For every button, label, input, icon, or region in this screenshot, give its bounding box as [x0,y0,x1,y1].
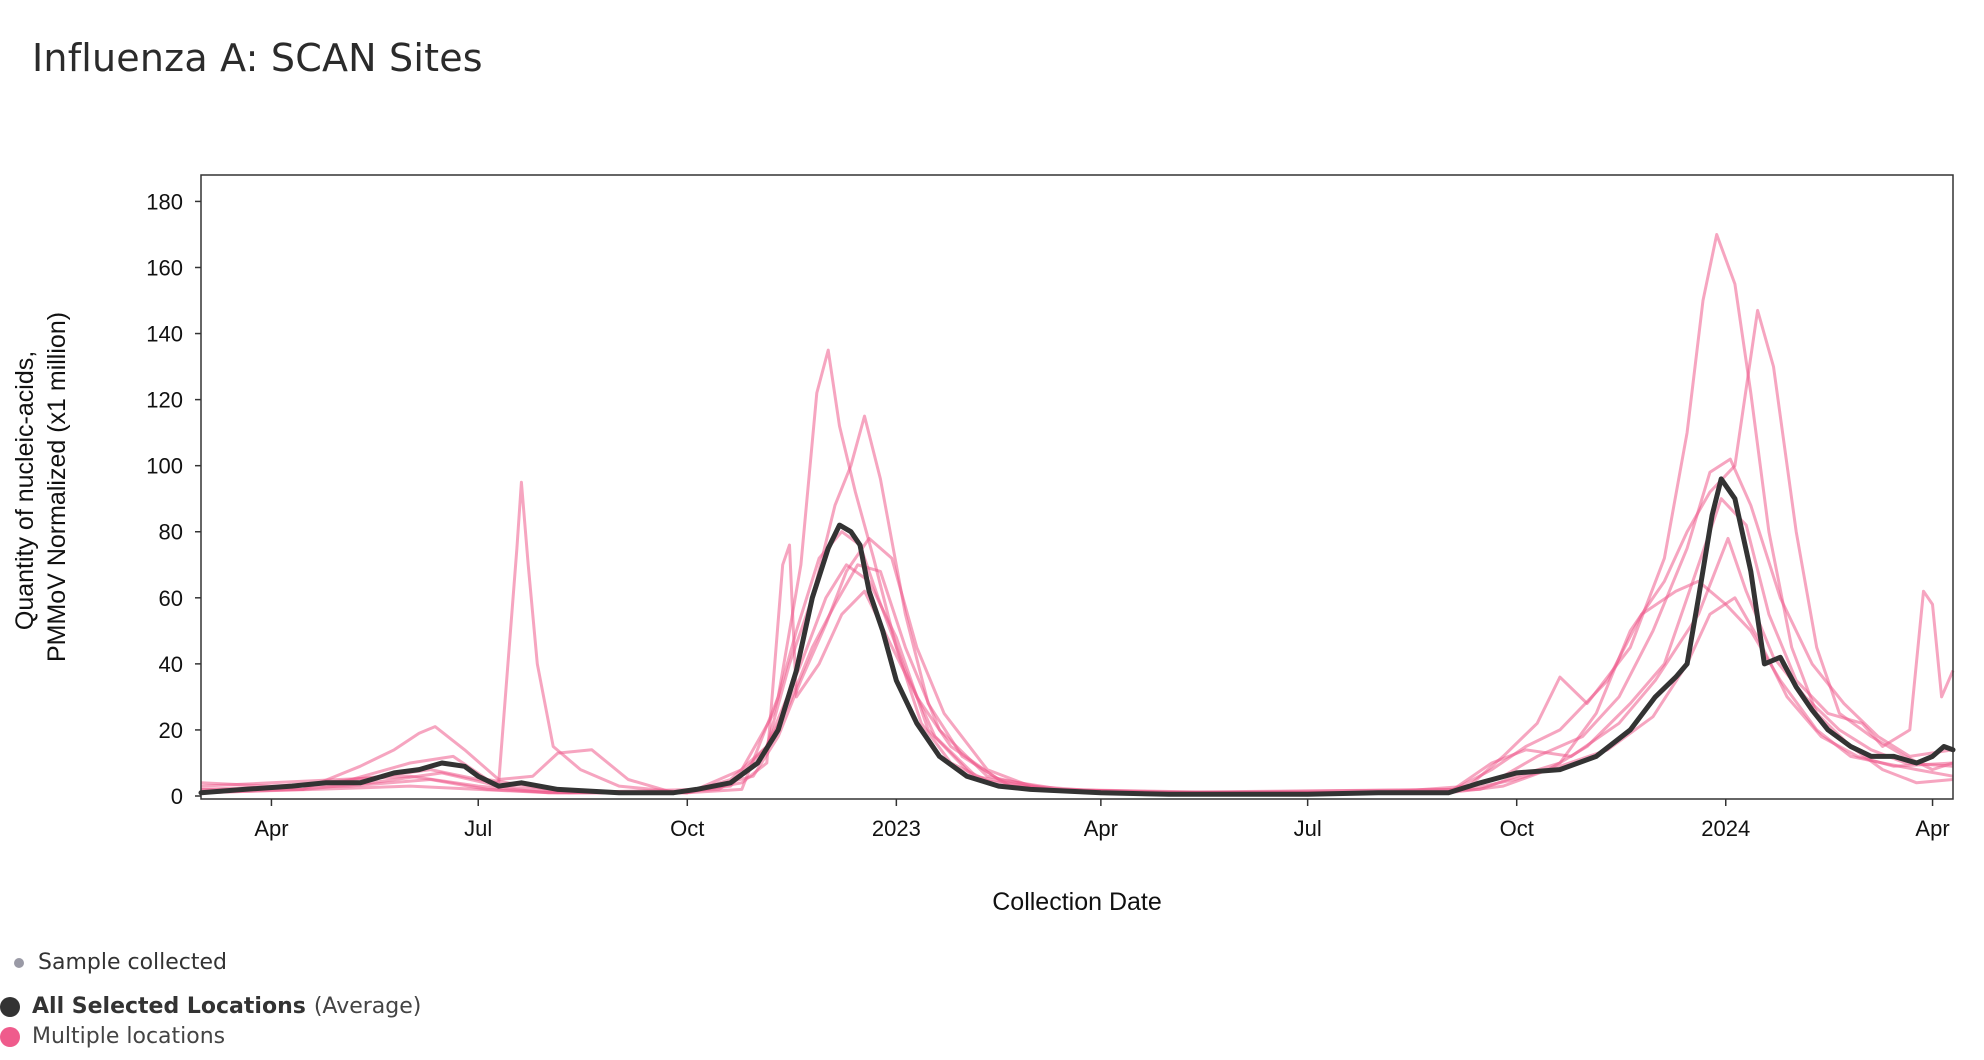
average-dot-icon [0,996,20,1017]
x-tick-label: Jul [464,816,492,841]
x-tick-label: 2024 [1701,816,1750,841]
y-tick-label: 40 [159,652,183,677]
legend-label-average-suffix: (Average) [313,994,422,1019]
x-tick-label: Apr [254,816,288,841]
y-tick-label: 80 [159,520,183,545]
legend-label-sample-collected: Sample collected [38,950,228,975]
location-series-line-2[interactable] [201,308,1954,795]
location-series-line-1[interactable] [200,233,1954,795]
average-series-group [198,476,1956,797]
y-axis-title-line-1: Quantity of nucleic-acids, [11,351,39,630]
legend-item-locations[interactable]: Multiple locations [0,1024,225,1049]
x-tick-label: Apr [1915,816,1949,841]
sample-dot-icon [14,957,24,968]
y-axis: 0 20 40 60 80 100 120 140 160 180 [146,189,201,809]
x-tick-label: 2023 [872,816,921,841]
location-series-line-4[interactable] [200,563,1954,795]
location-series-group [200,233,1955,795]
y-tick-label: 160 [146,255,183,280]
x-tick-label: Oct [1500,816,1534,841]
legend-item-average[interactable]: All Selected Locations (Average) [0,994,421,1019]
y-axis-title: Quantity of nucleic-acids, PMMoV Normali… [11,312,71,662]
y-tick-label: 60 [159,586,183,611]
legend-label-average: All Selected Locations [32,994,306,1019]
locations-dot-icon [0,1026,20,1047]
y-tick-label: 100 [146,454,183,479]
location-series-line-7[interactable] [200,536,1954,795]
y-tick-label: 120 [146,388,183,413]
y-axis-title-line-2: PMMoV Normalized (x1 million) [43,312,71,662]
x-axis-title: Collection Date [992,888,1162,916]
average-series-line[interactable] [198,476,1956,797]
y-tick-label: 0 [171,784,183,809]
plot-frame [200,174,1954,800]
x-tick-label: Jul [1294,816,1322,841]
page-title: Influenza A: SCAN Sites [32,36,483,80]
x-tick-label: Apr [1084,816,1118,841]
legend-item-sample-collected[interactable]: Sample collected [12,950,227,975]
location-series-line-6[interactable] [200,530,1954,795]
y-tick-label: 20 [159,718,183,743]
legend-label-locations: Multiple locations [32,1024,226,1049]
x-tick-label: Oct [670,816,704,841]
y-tick-label: 140 [146,322,183,347]
y-tick-label: 180 [146,189,183,214]
x-axis: Apr Jul Oct 2023 Apr Jul Oct 2024 Apr [254,799,1950,841]
